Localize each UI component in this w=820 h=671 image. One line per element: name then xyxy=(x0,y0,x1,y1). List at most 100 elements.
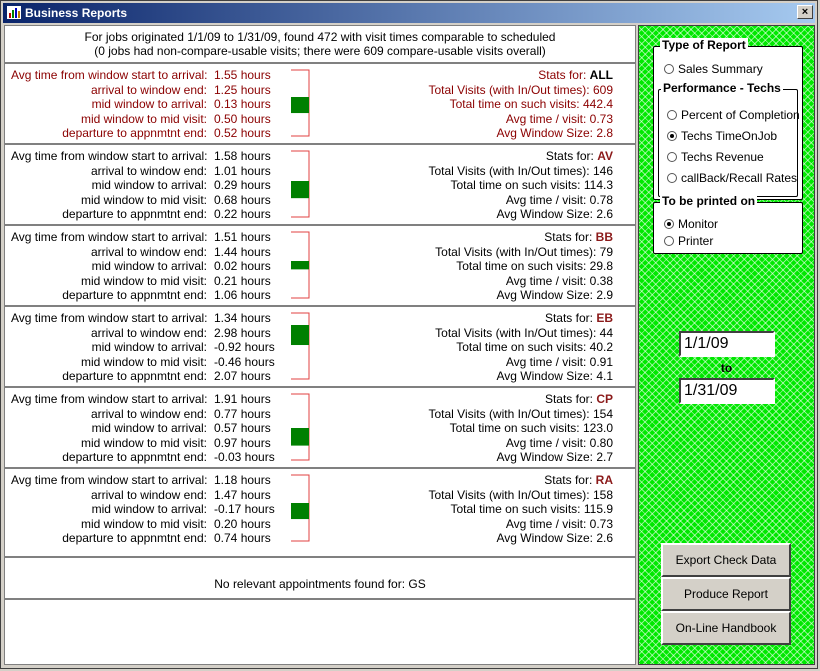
radio-print-option[interactable]: Printer xyxy=(664,234,713,248)
metric-labels: Avg time from window start to arrival: ar… xyxy=(11,230,208,303)
export-check-data-button[interactable]: Export Check Data xyxy=(661,543,791,577)
metric-value: 2.98 hours xyxy=(214,325,271,340)
stat-row: Total time on such visits: 114.3 xyxy=(375,178,613,193)
stat-row: Total time on such visits: 40.2 xyxy=(375,340,613,355)
metric-label: arrival to window end: xyxy=(90,163,207,178)
metric-labels: Avg time from window start to arrival: ar… xyxy=(11,473,208,546)
date-to-label: to xyxy=(720,361,733,375)
metric-label: mid window to mid visit: xyxy=(80,273,207,288)
stat-row: Total time on such visits: 442.4 xyxy=(375,97,613,112)
metric-label: mid window to arrival: xyxy=(91,502,207,516)
stat-row: Avg time / visit: 0.73 xyxy=(375,112,613,127)
radio-perf-option[interactable]: callBack/Recall Rates xyxy=(667,171,797,185)
radio-print-option[interactable]: Monitor xyxy=(664,217,718,231)
metric-label: mid window to arrival: xyxy=(91,421,207,435)
section-stats: Stats for: RA Total Visits (with In/Out t… xyxy=(375,473,613,546)
metric-label: arrival to window end: xyxy=(90,487,207,502)
metric-value: 1.58 hours xyxy=(214,149,271,163)
radio-perf-option[interactable]: Techs TimeOnJob xyxy=(667,129,777,143)
metric-labels: Avg time from window start to arrival: ar… xyxy=(11,392,208,465)
stat-label: Total time on such visits: xyxy=(449,97,580,111)
radio-perf-option[interactable]: Percent of Completion xyxy=(667,108,800,122)
stat-value: 0.91 xyxy=(589,354,613,369)
stats-for-row: Stats for: CP xyxy=(375,392,613,407)
stat-row: Avg time / visit: 0.80 xyxy=(375,436,613,451)
metric-value: 1.51 hours xyxy=(214,230,271,244)
tech-code: BB xyxy=(595,230,613,244)
metric-value: 0.13 hours xyxy=(214,97,271,111)
visit-bar xyxy=(291,181,309,199)
radio-button-icon[interactable] xyxy=(664,64,674,74)
metric-values: 1.55 hours 1.25 hours 0.13 hours 0.50 hours… xyxy=(214,68,304,141)
metric-value: 0.97 hours xyxy=(214,435,271,450)
stat-value: 2.6 xyxy=(596,207,613,221)
stat-value: 2.6 xyxy=(596,531,613,545)
metric-value: 1.47 hours xyxy=(214,487,271,502)
radio-perf-option[interactable]: Techs Revenue xyxy=(667,150,764,164)
radio-button-icon[interactable] xyxy=(667,110,677,120)
radio-button-icon[interactable] xyxy=(664,236,674,246)
radio-button-icon[interactable] xyxy=(667,152,677,162)
stat-row: Total Visits (with In/Out times): 158 xyxy=(375,488,613,503)
stat-value: 44 xyxy=(599,325,613,340)
stats-section-av: Avg time from window start to arrival: ar… xyxy=(5,145,635,225)
radio-label: Monitor xyxy=(678,217,719,231)
stat-label: Avg time / visit: xyxy=(505,516,587,531)
produce-report-button[interactable]: Produce Report xyxy=(661,577,791,611)
stat-value: 0.38 xyxy=(589,273,613,288)
section-divider xyxy=(5,143,635,145)
metric-values: 1.58 hours 1.01 hours 0.29 hours 0.68 hours… xyxy=(214,149,304,222)
metric-label: mid window to mid visit: xyxy=(80,516,207,531)
header-line-2: (0 jobs had non-compare-usable visits; t… xyxy=(94,44,546,58)
date-to-input[interactable]: 1/31/09 xyxy=(679,378,775,404)
radio-sales-summary[interactable]: Sales Summary xyxy=(664,62,763,76)
radio-button-icon[interactable] xyxy=(667,173,677,183)
stat-label: Avg Window Size: xyxy=(496,288,593,302)
stat-value: 115.9 xyxy=(583,502,613,516)
stat-label: Total Visits (with In/Out times): xyxy=(428,163,590,178)
stat-value: 79 xyxy=(599,244,613,259)
metric-value: 1.18 hours xyxy=(214,473,271,487)
radio-button-icon[interactable] xyxy=(664,219,674,229)
stat-value: 123.0 xyxy=(582,421,613,435)
date-from-input[interactable]: 1/1/09 xyxy=(679,331,775,357)
stat-value: 158 xyxy=(592,487,613,502)
stat-row: Total Visits (with In/Out times): 44 xyxy=(375,326,613,341)
online-handbook-button[interactable]: On-Line Handbook xyxy=(661,611,791,645)
no-appointments-message: No relevant appointments found for: GS xyxy=(214,577,426,591)
metric-label: Avg time from window start to arrival: xyxy=(11,392,208,406)
stat-row: Avg Window Size: 2.9 xyxy=(375,288,613,303)
metric-labels: Avg time from window start to arrival: ar… xyxy=(11,149,208,222)
visit-bar xyxy=(291,503,309,520)
metric-label: departure to appnmtnt end: xyxy=(62,207,207,221)
metric-value: 0.20 hours xyxy=(214,516,271,531)
radio-label: callBack/Recall Rates xyxy=(681,171,798,185)
report-header: For jobs originated 1/1/09 to 1/31/09, f… xyxy=(5,30,635,58)
stat-row: Avg Window Size: 2.8 xyxy=(375,126,613,141)
close-button[interactable]: × xyxy=(797,5,813,19)
metric-values: 1.18 hours 1.47 hours -0.17 hours 0.20 hour… xyxy=(214,473,304,546)
metric-value: 1.01 hours xyxy=(214,163,271,178)
metric-value: 0.50 hours xyxy=(214,111,271,126)
metric-value: 0.68 hours xyxy=(214,192,271,207)
stat-label: Avg Window Size: xyxy=(496,126,593,140)
appointment-window-outline xyxy=(291,312,310,380)
stat-label: Total Visits (with In/Out times): xyxy=(428,487,590,502)
report-panel: For jobs originated 1/1/09 to 1/31/09, f… xyxy=(4,25,636,665)
stat-label: Total time on such visits: xyxy=(456,259,587,273)
performance-techs-title: Performance - Techs xyxy=(661,81,783,95)
performance-techs-group: Performance - Techs Percent of Completio… xyxy=(658,81,800,197)
metric-label: departure to appnmtnt end: xyxy=(62,531,207,545)
section-divider xyxy=(5,305,635,307)
stat-label: Avg time / visit: xyxy=(505,435,587,450)
metric-value: -0.46 hours xyxy=(214,354,275,369)
radio-button-icon[interactable] xyxy=(667,131,677,141)
stat-label: Avg time / visit: xyxy=(505,192,587,207)
window-visit-diagram xyxy=(291,474,310,542)
metric-label: mid window to arrival: xyxy=(91,97,207,111)
metric-label: mid window to mid visit: xyxy=(80,111,207,126)
metric-label: Avg time from window start to arrival: xyxy=(11,149,208,163)
stat-label: Total time on such visits: xyxy=(449,421,580,435)
window-visit-diagram xyxy=(291,150,310,218)
